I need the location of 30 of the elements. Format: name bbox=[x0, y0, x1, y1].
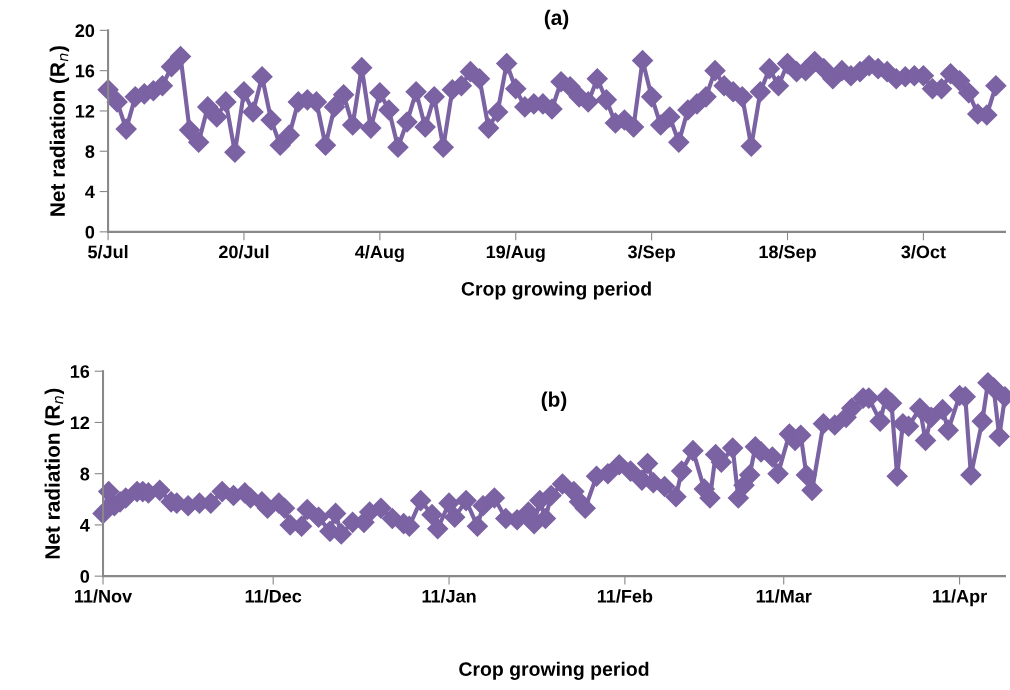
y-tick-label: 8 bbox=[85, 145, 95, 158]
x-tick-label: 5/Jul bbox=[88, 245, 128, 259]
y-tick-label: 16 bbox=[70, 365, 90, 378]
y-tick-label: 0 bbox=[85, 225, 95, 239]
y-tick-label: 12 bbox=[70, 416, 90, 429]
y-tick-label: 8 bbox=[80, 467, 90, 481]
y-tick-label: 4 bbox=[85, 185, 95, 199]
x-tick-label: 19/Aug bbox=[486, 245, 545, 262]
x-axis-title: Crop growing period bbox=[461, 281, 651, 300]
text: (b) bbox=[541, 391, 567, 411]
x-tick-label: 11/Apr bbox=[933, 589, 987, 607]
x-tick-label: 3/Sep bbox=[627, 245, 675, 262]
x-tick-label: 11/Nov bbox=[75, 589, 133, 603]
y-axis-title: Net radiation (R$_{n}$) bbox=[49, 46, 70, 216]
x-tick-label: 4/Aug bbox=[355, 245, 404, 262]
y-tick-label: 12 bbox=[75, 104, 95, 118]
x-tick-label: 11/Feb bbox=[597, 589, 653, 603]
chart-title: (a) bbox=[544, 9, 569, 30]
x-axis-title: Crop growing period bbox=[459, 661, 649, 680]
x-tick-label: 20/Jul bbox=[219, 245, 269, 259]
x-tick-label: 11/Dec bbox=[245, 589, 302, 603]
y-axis-title: Net radiation (R$_{n}$) bbox=[44, 388, 65, 559]
x-tick-label: 3/Oct bbox=[901, 245, 946, 259]
y-tick-label: 16 bbox=[75, 64, 95, 78]
x-tick-label: 18/Sep bbox=[759, 245, 816, 262]
x-tick-label: 11/Mar bbox=[756, 589, 812, 603]
y-tick-label: 20 bbox=[75, 24, 95, 38]
x-tick-label: 11/Jan bbox=[422, 589, 476, 603]
y-tick-label: 0 bbox=[80, 570, 90, 583]
y-tick-label: 4 bbox=[80, 519, 90, 532]
